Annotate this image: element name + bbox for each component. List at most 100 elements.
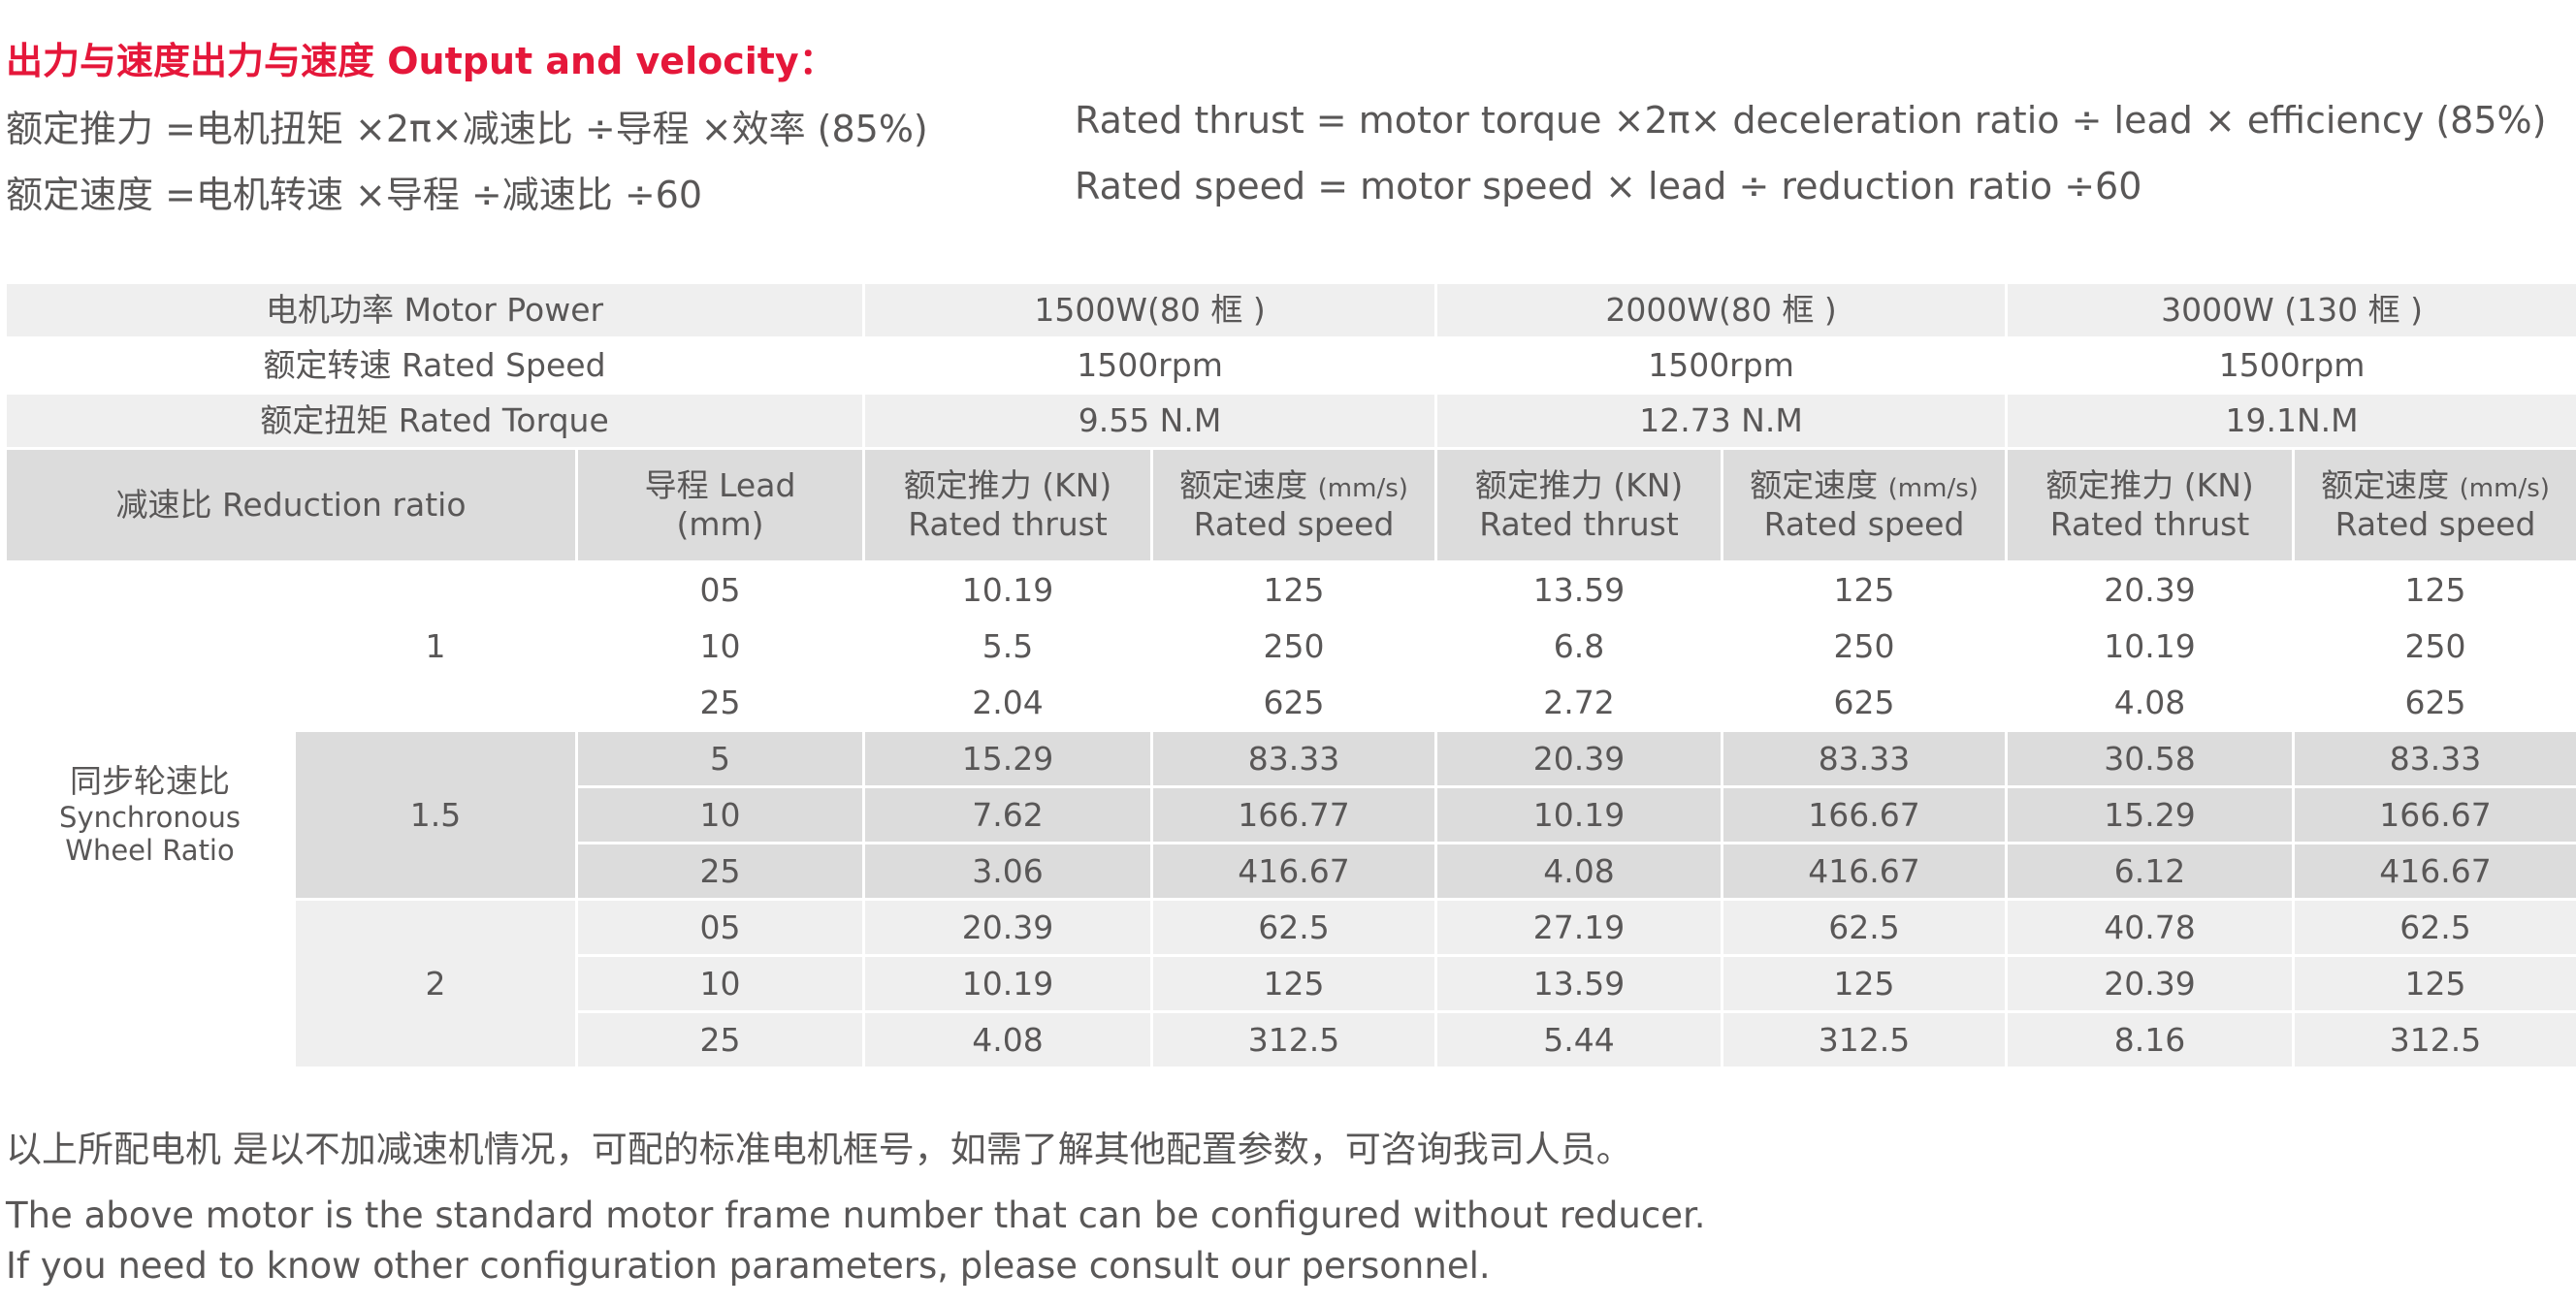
header-thrust-cn: 额定推力 (KN)	[1474, 466, 1684, 505]
thrust-cell: 6.12	[2005, 842, 2296, 901]
header-thrust-cn: 额定推力 (KN)	[2045, 466, 2254, 505]
table-row: 10 5.5 250 6.8 250 10.19 250	[6, 617, 2576, 676]
spec-value: 19.1N.M	[2005, 392, 2576, 450]
thrust-cell: 40.78	[2005, 898, 2296, 957]
speed-cell: 625	[2292, 673, 2576, 732]
header-rated-thrust: 额定推力 (KN) Rated thrust	[862, 447, 1154, 563]
speed-cell: 62.5	[2292, 898, 2576, 957]
thrust-cell: 20.39	[2005, 954, 2296, 1013]
spec-label: 额定扭矩 Rated Torque	[3, 392, 866, 450]
speed-cell: 125	[1150, 560, 1438, 620]
thrust-cell: 2.04	[862, 673, 1154, 732]
table-row: 同步轮速比 Synchronous Wheel Ratio 1 05 10.19 125 13…	[4, 560, 2576, 1069]
speed-cell: 62.5	[1150, 898, 1438, 957]
table-row: 1.5 5 15.29 83.33 20.39 83.33 30.58 83.33	[6, 729, 2576, 901]
lead-cell: 25	[574, 842, 866, 901]
spec-value: 3000W (130 框 )	[2005, 281, 2576, 339]
lead-cell: 5	[574, 729, 866, 788]
speed-cell: 125	[2292, 954, 2576, 1013]
thrust-cell: 10.19	[862, 560, 1154, 620]
speed-cell: 166.67	[1721, 785, 2009, 844]
thrust-cell: 20.39	[1434, 729, 1724, 788]
header-rated-speed: 额定速度 (mm/s) Rated speed	[2292, 447, 2576, 563]
spec-value: 12.73 N.M	[1434, 392, 2009, 450]
speed-cell: 125	[1150, 954, 1438, 1013]
thrust-cell: 10.19	[1434, 785, 1724, 844]
speed-cell: 416.67	[1721, 842, 2009, 901]
speed-cell: 125	[1721, 954, 2009, 1013]
thrust-cell: 4.08	[2005, 673, 2296, 732]
speed-cell: 125	[2292, 560, 2576, 620]
spec-value: 1500rpm	[2005, 336, 2576, 395]
speed-cell: 312.5	[1721, 1010, 2009, 1069]
header-lead-unit: (mm)	[676, 505, 764, 543]
footer-note-cn: 以上所配电机 是以不加减速机情况，可配的标准电机框号，如需了解其他配置参数，可咨…	[6, 1129, 1632, 1170]
speed-cell: 312.5	[1150, 1010, 1438, 1069]
thrust-cell: 4.08	[862, 1010, 1154, 1069]
speed-cell: 83.33	[2292, 729, 2576, 788]
speed-formula-cn: 额定速度 =电机转速 ×导程 ÷减速比 ÷60	[6, 174, 703, 216]
column-header-row: 减速比 Reduction ratio 导程 Lead (mm) 额定推力 (KN) R…	[4, 447, 2576, 563]
header-speed-cn: 额定速度	[1179, 466, 1308, 505]
spec-row: 额定转速 Rated Speed 1500rpm 1500rpm 1500rpm	[3, 336, 2576, 395]
section-title: 出力与速度出力与速度 Output and velocity：	[6, 40, 836, 82]
speed-cell: 250	[1721, 617, 2009, 676]
thrust-cell: 13.59	[1434, 954, 1724, 1013]
lead-cell: 05	[574, 560, 866, 620]
sync-label-en-1: Synchronous	[59, 800, 241, 834]
spec-value: 9.55 N.M	[862, 392, 1438, 450]
thrust-cell: 13.59	[1434, 560, 1724, 620]
thrust-cell: 10.19	[2005, 617, 2296, 676]
spec-value: 1500rpm	[862, 336, 1438, 395]
thrust-cell: 15.29	[2005, 785, 2296, 844]
lead-cell: 05	[574, 898, 866, 957]
speed-cell: 83.33	[1721, 729, 2009, 788]
spec-label: 电机功率 Motor Power	[3, 281, 866, 339]
thrust-cell: 15.29	[862, 729, 1154, 788]
header-speed-en: Rated speed	[1763, 505, 1965, 543]
lead-cell: 25	[574, 673, 866, 732]
header-thrust-cn: 额定推力 (KN)	[903, 466, 1112, 505]
header-rated-thrust: 额定推力 (KN) Rated thrust	[1434, 447, 1724, 563]
thrust-formula-cn: 额定推力 =电机扭矩 ×2π×减速比 ÷导程 ×效率 (85%)	[6, 108, 928, 150]
footer-note-en-1: The above motor is the standard motor fr…	[6, 1195, 1706, 1236]
lead-cell: 10	[574, 954, 866, 1013]
header-reduction-ratio: 减速比 Reduction ratio	[4, 447, 578, 563]
table-row: 25 4.08 312.5 5.44 312.5 8.16 312.5	[6, 1010, 2576, 1069]
speed-cell: 625	[1150, 673, 1438, 732]
lead-cell: 25	[574, 1010, 866, 1069]
thrust-formula-en: Rated thrust = motor torque ×2π× deceler…	[1075, 99, 2547, 142]
spec-value: 2000W(80 框 )	[1434, 281, 2009, 339]
spec-row: 额定扭矩 Rated Torque 9.55 N.M 12.73 N.M 19.1N.…	[3, 392, 2576, 450]
lead-cell: 10	[574, 785, 866, 844]
speed-cell: 416.67	[1150, 842, 1438, 901]
header-speed-en: Rated speed	[1193, 505, 1395, 543]
sync-label-en-2: Wheel Ratio	[65, 834, 235, 868]
speed-cell: 312.5	[2292, 1010, 2576, 1069]
lead-cell: 10	[574, 617, 866, 676]
table-row: 25 3.06 416.67 4.08 416.67 6.12 416.67	[6, 842, 2576, 901]
speed-cell: 625	[1721, 673, 2009, 732]
thrust-cell: 8.16	[2005, 1010, 2296, 1069]
thrust-cell: 6.8	[1434, 617, 1724, 676]
header-speed-unit: (mm/s)	[1317, 474, 1408, 504]
table-row: 25 2.04 625 2.72 625 4.08 625	[6, 673, 2576, 732]
thrust-cell: 10.19	[862, 954, 1154, 1013]
thrust-cell: 5.5	[862, 617, 1154, 676]
header-thrust-en: Rated thrust	[1479, 505, 1679, 543]
sync-label-cn: 同步轮速比	[70, 761, 230, 800]
table-row: 10 10.19 125 13.59 125 20.39 125	[6, 954, 2576, 1013]
speed-cell: 250	[1150, 617, 1438, 676]
speed-cell: 166.77	[1150, 785, 1438, 844]
speed-cell: 83.33	[1150, 729, 1438, 788]
header-speed-cn: 额定速度	[2321, 466, 2450, 505]
ratio-cell: 1.5	[293, 729, 578, 901]
header-thrust-en: Rated thrust	[908, 505, 1108, 543]
thrust-cell: 3.06	[862, 842, 1154, 901]
header-speed-unit: (mm/s)	[2459, 474, 2550, 504]
header-rated-speed: 额定速度 (mm/s) Rated speed	[1150, 447, 1438, 563]
speed-cell: 250	[2292, 617, 2576, 676]
header-lead: 导程 Lead (mm)	[574, 447, 866, 563]
thrust-cell: 30.58	[2005, 729, 2296, 788]
thrust-cell: 2.72	[1434, 673, 1724, 732]
